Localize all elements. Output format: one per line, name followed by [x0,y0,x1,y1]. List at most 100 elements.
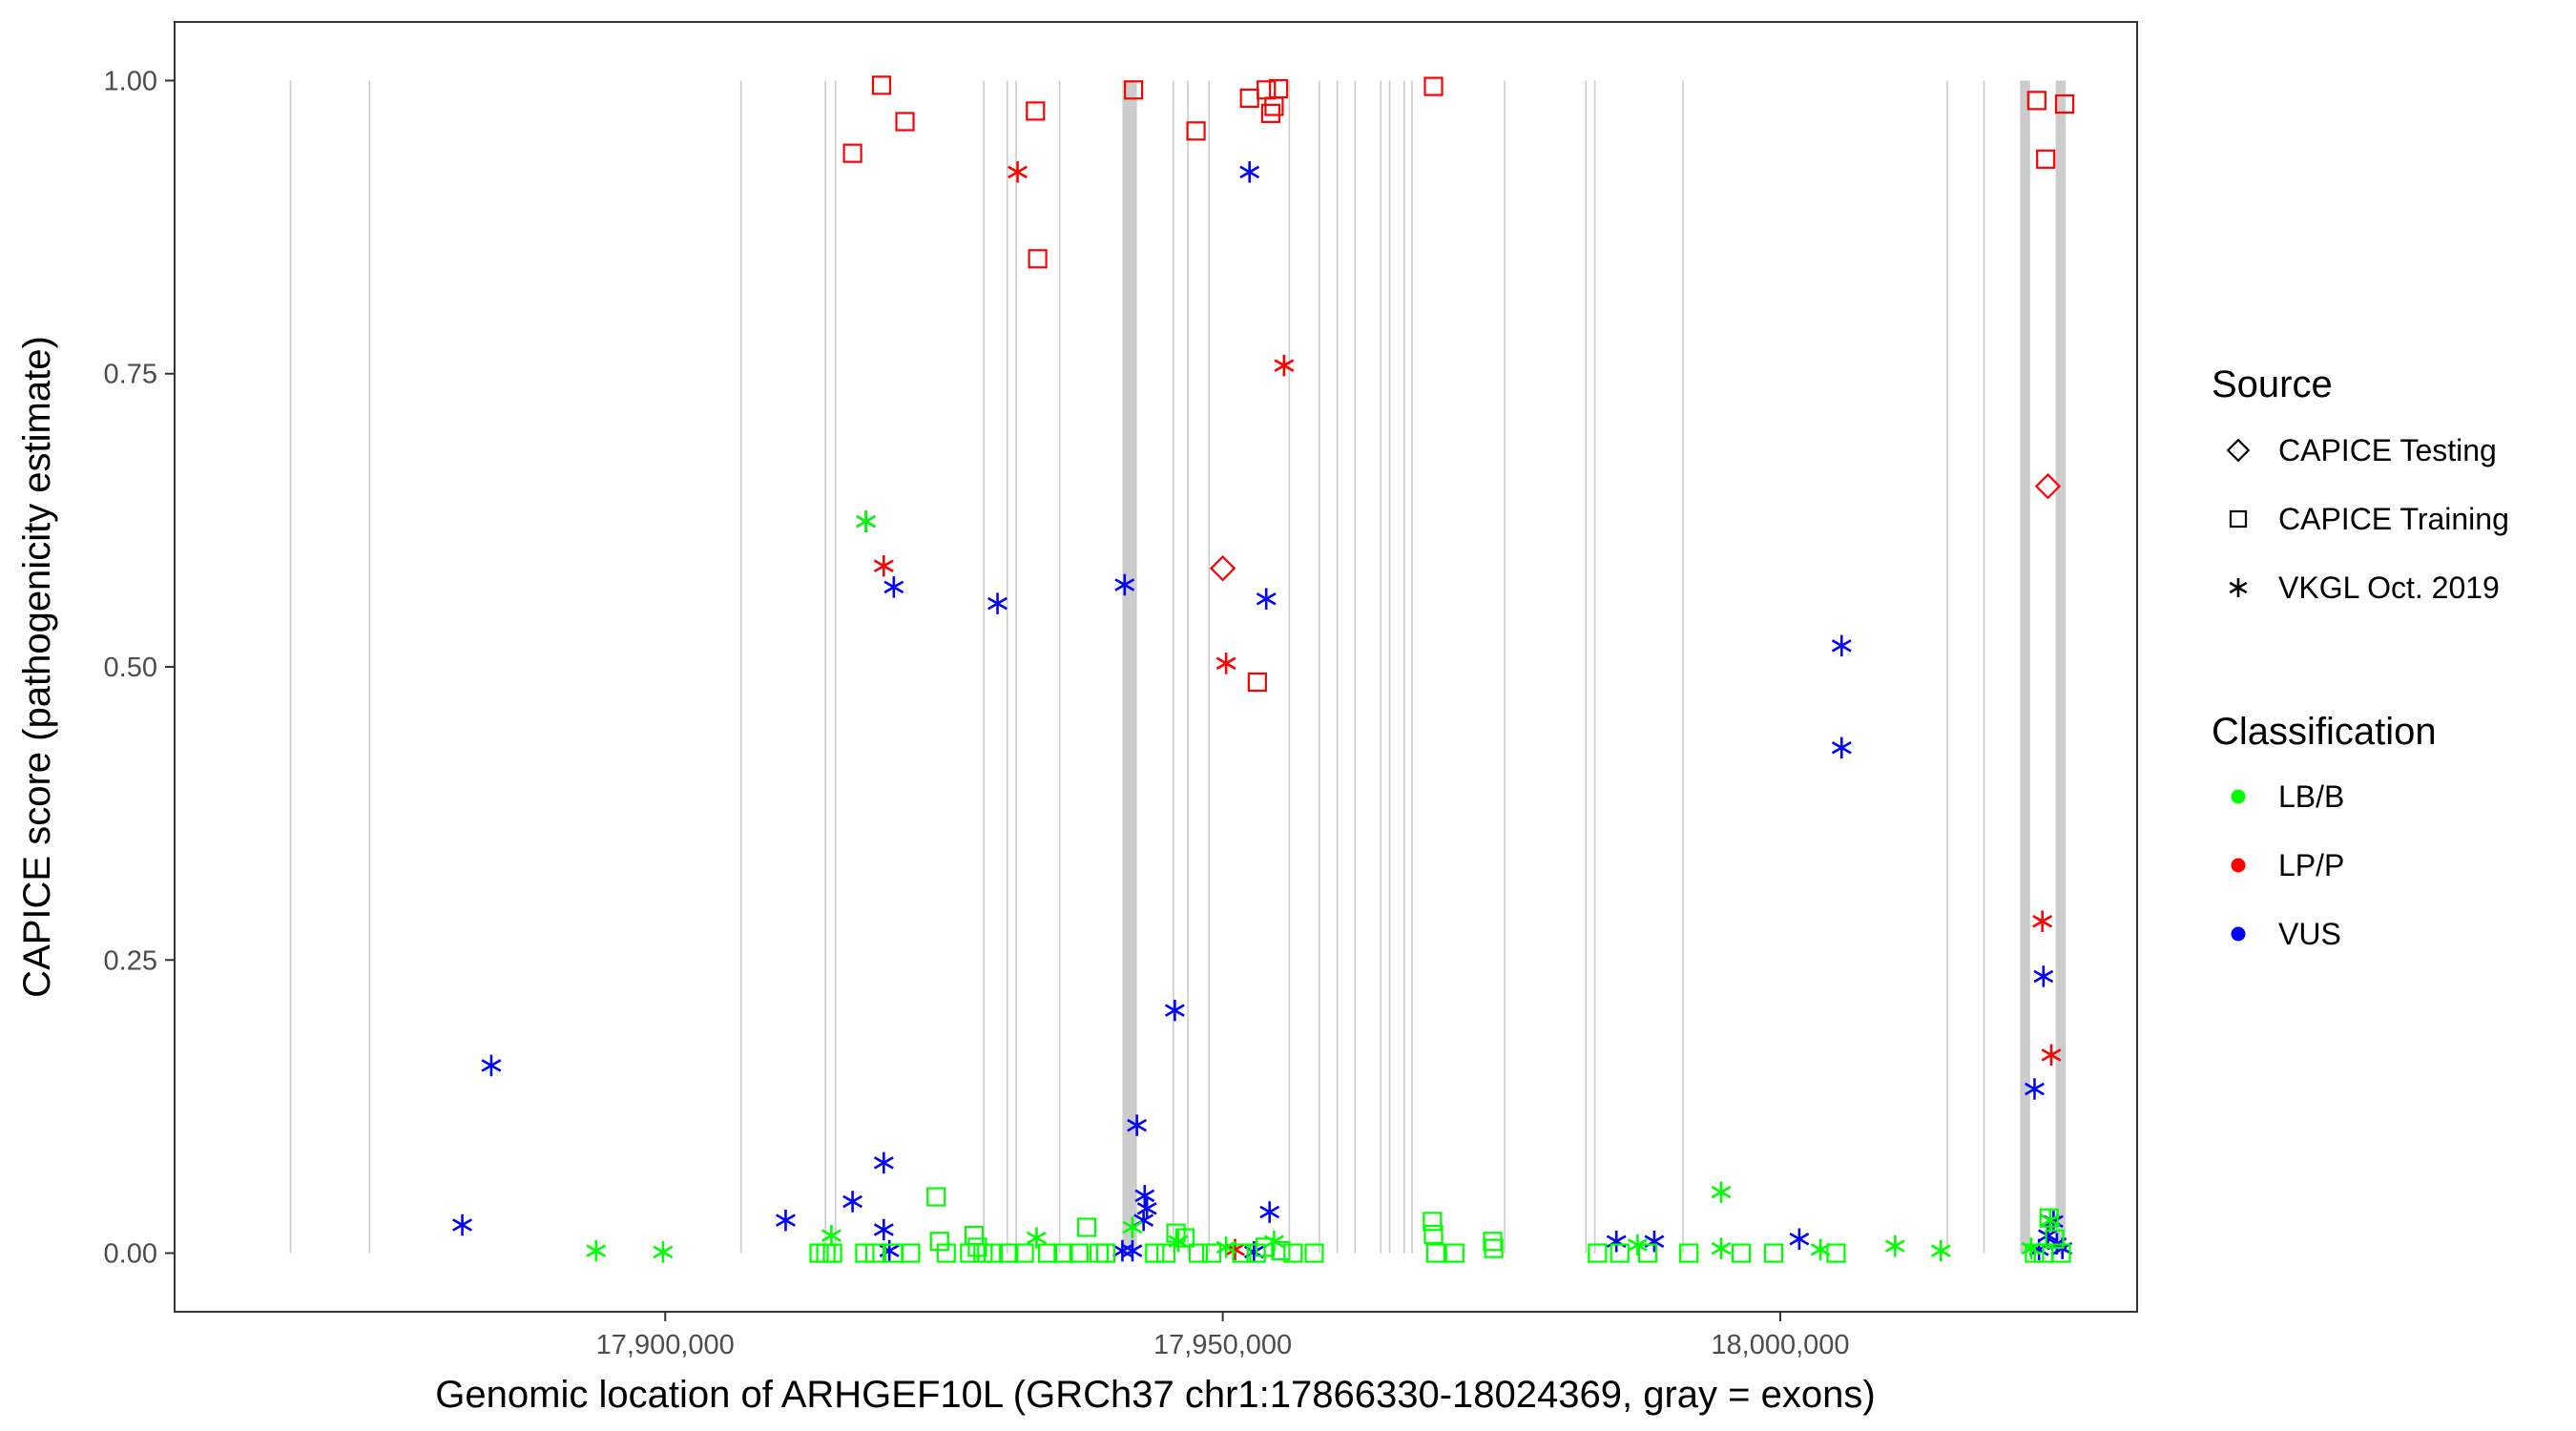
legend-source-label: CAPICE Testing [2278,433,2497,467]
data-point-square-lb-b [967,1237,987,1257]
data-points [452,75,2075,1263]
asterisk-stroke [2041,1048,2062,1062]
exon-band [1388,80,1391,1254]
data-point-square-lb-b [1014,1243,1034,1263]
data-point-square-lb-b [929,1232,949,1252]
data-point-asterisk-vus [873,1151,894,1174]
data-point-asterisk-lb-b [586,1239,607,1262]
asterisk-stroke [1114,578,1135,591]
data-point-square-lp-p [1186,121,1206,141]
data-point-square-lb-b [1304,1243,1324,1263]
data-point-square-lb-b [983,1243,1003,1263]
asterisk-stroke [873,1223,894,1236]
data-point-square-lb-b [1484,1238,1504,1258]
data-point-asterisk-vus [1789,1228,1810,1251]
data-point-square-lp-p [2036,149,2056,169]
asterisk-stroke [873,1156,894,1170]
data-point-asterisk-vus [883,576,904,598]
exon-band [1006,80,1008,1254]
data-point-square-lb-b [1069,1243,1089,1263]
data-point-square-lb-b [1588,1243,1608,1263]
exon-band [1336,80,1339,1254]
asterisk-stroke [1831,741,1852,755]
x-tick-label: 17,900,000 [596,1330,735,1360]
legend-classification-items: LB/B LP/P VUS [2231,779,2344,951]
data-point-asterisk-vus [2025,1078,2045,1100]
data-point-square-lb-b [1155,1243,1176,1263]
data-point-asterisk-vus [1136,1197,1157,1220]
data-point-asterisk-lb-b [1930,1239,1951,1262]
data-point-square-lp-p [1028,249,1048,269]
exon-band [1682,80,1684,1254]
asterisk-stroke [1256,591,1277,606]
data-point-diamond-lp-p [1209,555,1236,582]
asterisk-stroke [1215,656,1236,671]
x-tick-label: 17,950,000 [1153,1330,1292,1360]
y-axis-title: CAPICE score (pathogenicity estimate) [16,336,58,998]
exon-band [1380,80,1382,1254]
exon-band [1585,80,1588,1254]
data-point-square-lp-p [1268,78,1289,99]
data-point-asterisk-vus [1127,1114,1148,1136]
exon-band [739,80,742,1254]
legend-key-dot [2231,789,2246,804]
asterisk-stroke [1027,1231,1047,1245]
exon-band [1983,80,1985,1254]
data-point-square-lb-b [1255,1237,1276,1257]
data-point-asterisk-vus [2038,1224,2058,1247]
exon-bands [289,80,2067,1254]
exon-band [368,80,371,1254]
data-point-asterisk-vus [1122,1239,1143,1262]
asterisk-stroke [1259,1205,1280,1219]
data-point-square-lb-b [1610,1243,1630,1263]
data-point-asterisk-lp-p [2032,910,2053,932]
asterisk-stroke [481,1059,502,1072]
asterisk-stroke [1127,1118,1148,1132]
data-point-asterisk-lp-p [1274,354,1295,377]
data-point-asterisk-lp-p [1008,161,1028,183]
data-point-asterisk-vus [1259,1201,1280,1223]
data-point-diamond-lp-p [2034,473,2062,500]
asterisk-stroke [776,1213,796,1227]
asterisk-stroke [2229,581,2248,594]
asterisk-stroke [1134,1189,1155,1203]
data-point-asterisk-lb-b [1711,1181,1732,1203]
data-point-asterisk-vus [1831,736,1852,759]
exon-band [1122,80,1137,1254]
asterisk-stroke [1930,1244,1951,1257]
data-point-square-lb-b [1095,1243,1116,1263]
asterisk-stroke [1164,1004,1185,1017]
asterisk-stroke [987,596,1008,611]
data-point-asterisk-vus [1256,588,1277,610]
data-point-square-lb-b [973,1243,993,1263]
data-point-square-lb-b [1731,1243,1752,1263]
data-point-square-lb-b [1637,1243,1658,1263]
data-point-square-lp-p [2054,93,2075,114]
data-point-asterisk-vus [842,1191,863,1213]
asterisk-stroke [1831,639,1852,653]
data-point-square-lp-p [1260,103,1280,123]
asterisk-stroke [586,1244,607,1257]
legend-key-square [2229,509,2248,529]
y-tick-label: 0.25 [104,945,157,976]
data-point-asterisk-vus [1164,999,1185,1022]
legend-classification-label: VUS [2278,917,2341,951]
exon-band [1058,80,1061,1254]
data-point-square-lb-b [2051,1243,2071,1263]
data-point-square-lp-p [1423,76,1444,96]
data-point-square-lb-b [1174,1228,1195,1248]
data-point-asterisk-vus [873,1218,894,1241]
asterisk-stroke [1239,165,1260,179]
data-point-asterisk-lp-p [2041,1044,2062,1067]
data-point-square-lp-p [895,112,915,132]
data-point-square-lb-b [2045,1229,2065,1249]
legend-key-dot [2231,858,2246,873]
legend-key-dot [2231,926,2246,942]
data-point-square-lb-b [926,1187,946,1207]
data-point-square-lb-b [1053,1243,1073,1263]
exon-band [1504,80,1506,1254]
exon-band [1015,80,1017,1254]
data-point-asterisk-lb-b [653,1241,674,1263]
data-point-square-lp-p [1247,672,1267,693]
exon-band [1402,80,1405,1254]
